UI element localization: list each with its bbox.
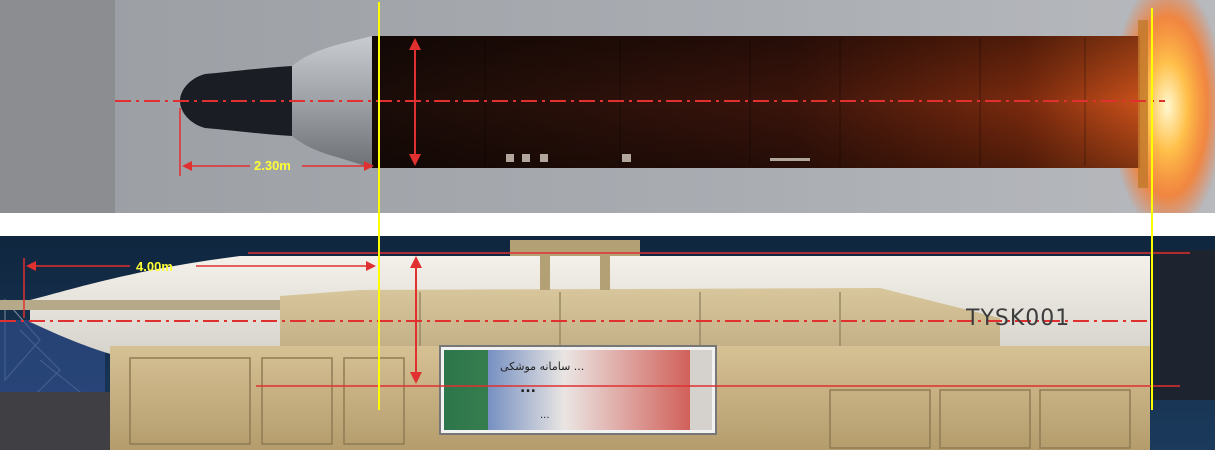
- banner-line-1: سامانه موشکی ...: [500, 360, 585, 373]
- missile-tail: [1150, 250, 1215, 400]
- banner-line-3: ...: [540, 410, 550, 421]
- panel-separator: [0, 213, 1215, 236]
- nose-length-label: 2.30m: [254, 158, 291, 173]
- top-diameter-arrow: [409, 38, 421, 166]
- vehicle-cab: [0, 392, 110, 450]
- bottom-panel: [0, 236, 1215, 450]
- warhead-length-dimension: [23, 258, 376, 318]
- warhead-length-label: 4.00m: [136, 259, 173, 274]
- launcher-rail: [0, 300, 300, 310]
- left-gray-strip: [0, 0, 115, 213]
- nose-length-dimension: [179, 108, 374, 176]
- top-panel: [0, 0, 1215, 213]
- vehicle-banner: [439, 345, 717, 435]
- bottom-diameter-arrow: [410, 256, 422, 384]
- banner-line-2: ...: [520, 380, 536, 396]
- missile-marking: TYSK001: [966, 306, 1071, 331]
